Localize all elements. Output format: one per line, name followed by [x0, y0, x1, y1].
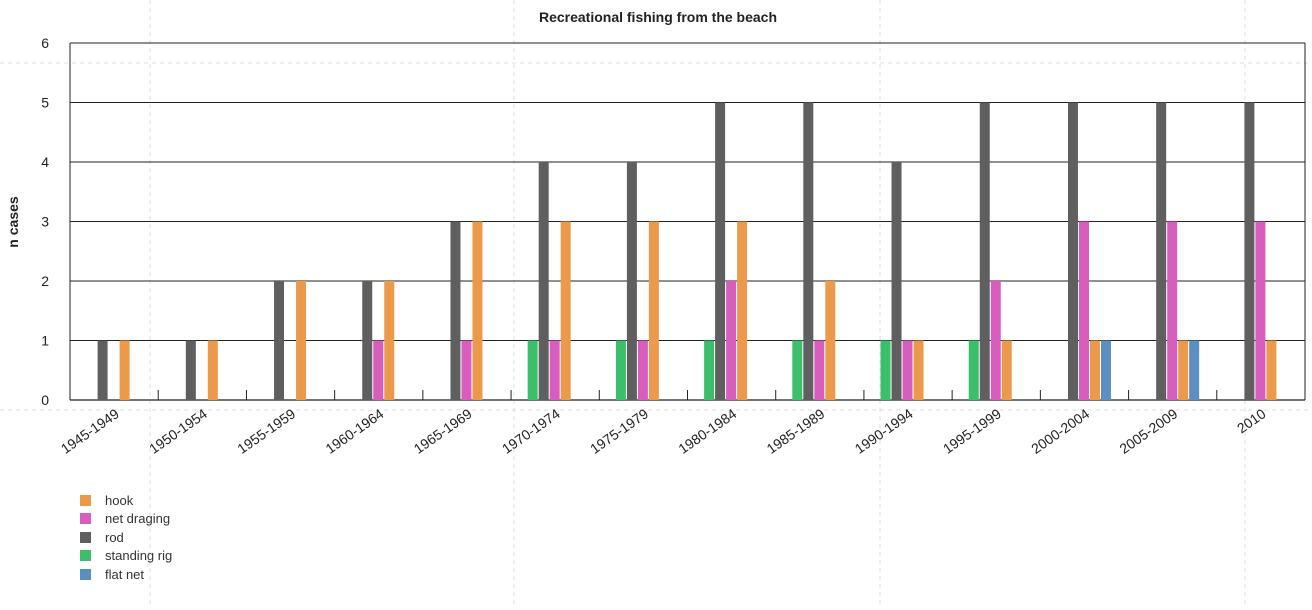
bar-rod-1955-1959 — [274, 281, 285, 400]
bar-net-draging-2000-2004 — [1078, 221, 1089, 400]
x-tick-label: 1995-1999 — [940, 405, 1004, 457]
bar-hook-2010 — [1266, 340, 1277, 400]
bar-net-draging-1985-1989 — [814, 340, 825, 400]
bar-net-draging-1990-1994 — [902, 340, 913, 400]
x-tick-label: 2005-2009 — [1116, 405, 1180, 457]
bar-net-draging-1970-1974 — [549, 340, 560, 400]
x-tick-label: 1980-1984 — [675, 405, 739, 457]
bar-standing-rig-1975-1979 — [615, 340, 626, 400]
x-tick-marks — [157, 390, 1218, 400]
y-axis-label: n cases — [5, 196, 21, 248]
bar-standing-rig-1970-1974 — [527, 340, 538, 400]
legend-item: standing rig — [80, 547, 172, 566]
legend-item: rod — [80, 528, 172, 547]
legend-label: flat net — [105, 566, 145, 582]
x-tick-label: 1965-1969 — [411, 405, 475, 457]
chart-title: Recreational fishing from the beach — [539, 9, 777, 25]
bar-hook-1960-1964 — [384, 281, 395, 400]
x-tick-label: 1970-1974 — [499, 405, 563, 457]
bar-net-draging-1980-1984 — [726, 281, 737, 400]
bar-net-draging-2010 — [1255, 221, 1266, 400]
x-tick-label: 1955-1959 — [234, 405, 298, 457]
x-tick-label: 1985-1989 — [764, 405, 828, 457]
legend-label: hook — [105, 492, 134, 508]
legend-swatch — [80, 531, 91, 543]
y-tick-label: 3 — [41, 214, 49, 230]
bar-rod-1965-1969 — [450, 221, 461, 400]
legend-label: rod — [105, 529, 124, 545]
legend-item: hook — [80, 491, 172, 510]
y-tick-label: 2 — [41, 273, 49, 289]
bar-rod-1980-1984 — [715, 102, 726, 400]
bar-net-draging-1995-1999 — [990, 281, 1001, 400]
bar-hook-1955-1959 — [296, 281, 307, 400]
y-tick-label: 6 — [41, 35, 49, 51]
legend-item: flat net — [80, 565, 172, 584]
legend-swatch — [80, 494, 91, 506]
legend-item: net draging — [80, 510, 172, 529]
bar-hook-1975-1979 — [648, 221, 659, 400]
bar-hook-2000-2004 — [1089, 340, 1100, 400]
legend-label: standing rig — [105, 548, 173, 564]
bar-standing-rig-1995-1999 — [968, 340, 979, 400]
legend-label: net draging — [105, 511, 171, 527]
bar-standing-rig-1990-1994 — [880, 340, 891, 400]
bar-net-draging-1975-1979 — [637, 340, 648, 400]
x-tick-label: 1975-1979 — [587, 405, 651, 457]
x-tick-label: 1950-1954 — [146, 405, 210, 457]
bar-rod-1990-1994 — [891, 162, 902, 400]
bar-rod-1985-1989 — [803, 102, 814, 400]
y-tick-label: 1 — [41, 333, 49, 349]
bar-net-draging-1965-1969 — [461, 340, 472, 400]
legend-swatch — [80, 513, 91, 525]
legend-swatch — [80, 550, 91, 562]
bar-hook-1950-1954 — [207, 340, 218, 400]
bar-net-draging-2005-2009 — [1167, 221, 1178, 400]
bar-rod-1970-1974 — [538, 162, 549, 400]
bar-rod-1950-1954 — [185, 340, 196, 400]
x-tick-label: 1945-1949 — [58, 405, 122, 457]
bar-flat-net-2000-2004 — [1100, 340, 1111, 400]
bar-rod-1975-1979 — [626, 162, 637, 400]
bar-hook-1945-1949 — [119, 340, 130, 400]
y-tick-label: 4 — [41, 154, 49, 170]
bar-rod-2005-2009 — [1156, 102, 1167, 400]
bar-standing-rig-1980-1984 — [704, 340, 715, 400]
gridlines — [69, 42, 1306, 401]
y-tick-label: 5 — [41, 95, 49, 111]
y-tick-labels: 0 1 2 3 4 5 6 — [41, 35, 49, 408]
bar-hook-1965-1969 — [472, 221, 483, 400]
legend: hook net draging rod standing rig flat net — [80, 491, 172, 584]
bar-hook-1995-1999 — [1001, 340, 1012, 400]
bars — [97, 102, 1277, 400]
bar-hook-1970-1974 — [560, 221, 571, 400]
bar-rod-1995-1999 — [979, 102, 990, 400]
bar-hook-1985-1989 — [825, 281, 836, 400]
bar-flat-net-2005-2009 — [1189, 340, 1200, 400]
y-tick-label: 0 — [41, 392, 49, 408]
legend-swatch — [80, 568, 91, 580]
x-tick-label: 1960-1964 — [322, 405, 386, 457]
x-tick-label: 1990-1994 — [852, 405, 916, 457]
x-tick-label: 2010 — [1234, 405, 1269, 436]
bar-hook-1990-1994 — [913, 340, 924, 400]
bar-rod-1945-1949 — [97, 340, 108, 400]
bar-net-draging-1960-1964 — [373, 340, 384, 400]
bar-rod-2000-2004 — [1067, 102, 1078, 400]
bar-hook-2005-2009 — [1178, 340, 1189, 400]
bar-standing-rig-1985-1989 — [792, 340, 803, 400]
x-tick-label: 2000-2004 — [1028, 405, 1092, 457]
bar-hook-1980-1984 — [737, 221, 748, 400]
bar-rod-1960-1964 — [362, 281, 373, 400]
x-tick-labels: 1945-1949 1950-1954 1955-1959 1960-1964 1965… — [58, 405, 1269, 457]
bar-rod-2010 — [1244, 102, 1255, 400]
